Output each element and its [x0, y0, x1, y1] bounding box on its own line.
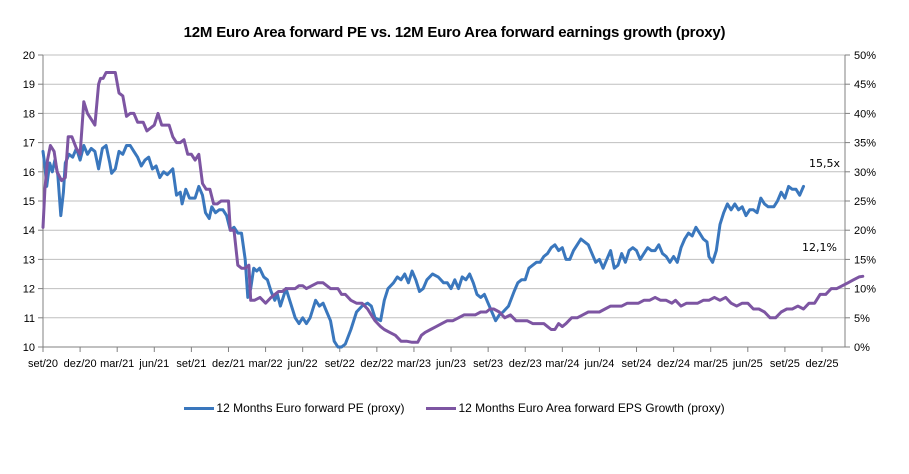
y-right-tick-label: 30% — [854, 167, 876, 179]
y-left-tick-label: 17 — [23, 138, 35, 150]
x-tick-label: mar/22 — [248, 358, 282, 370]
gridlines — [43, 54, 845, 319]
legend-label-eps: 12 Months Euro Area forward EPS Growth (… — [458, 401, 725, 415]
y-right-tick-label: 25% — [854, 196, 876, 208]
legend-label-pe: 12 Months Euro forward PE (proxy) — [216, 401, 405, 415]
annotation-pe-latest: 15,5x — [809, 157, 840, 170]
x-tick-label: set/22 — [325, 358, 355, 370]
y-left-tick-label: 10 — [23, 342, 35, 354]
series-lines — [41, 71, 865, 349]
legend-item-pe[interactable]: 12 Months Euro forward PE (proxy) — [184, 401, 404, 415]
y-left-tick-label: 11 — [24, 313, 35, 325]
series-line-pe — [41, 144, 805, 349]
x-tick-label: mar/25 — [694, 358, 728, 370]
x-tick-label: jun/22 — [287, 358, 318, 370]
y-right-tick-label: 0% — [854, 342, 870, 354]
y-left-tick-label: 15 — [23, 196, 35, 208]
x-tick-label: set/25 — [770, 358, 800, 370]
y-right-tick-label: 20% — [854, 225, 876, 237]
x-tick-label: jun/23 — [435, 358, 466, 370]
x-tick-label: jun/24 — [583, 358, 614, 370]
annotation-eps-latest: 12,1% — [802, 241, 837, 254]
x-tick-label: set/23 — [473, 358, 503, 370]
y-right-tick-label: 10% — [854, 284, 876, 296]
x-tick-label: mar/24 — [545, 358, 579, 370]
legend-item-eps[interactable]: 12 Months Euro Area forward EPS Growth (… — [426, 401, 725, 415]
x-tick-label: set/21 — [176, 358, 206, 370]
y-right-tick-label: 50% — [854, 50, 876, 62]
annotations: 15,5x 12,1% — [802, 157, 840, 254]
y-right-tick-label: 35% — [854, 138, 876, 150]
y-left-tick-label: 13 — [23, 254, 35, 266]
y-left-tick-label: 19 — [23, 79, 35, 91]
y-left-tick-label: 12 — [23, 284, 35, 296]
x-tick-label: dez/23 — [509, 358, 542, 370]
legend: 12 Months Euro forward PE (proxy) 12 Mon… — [0, 401, 909, 415]
y-left-tick-label: 18 — [23, 108, 35, 120]
x-tick-label: set/24 — [622, 358, 652, 370]
y-left-tick-label: 14 — [23, 225, 35, 237]
x-tick-label: dez/24 — [657, 358, 690, 370]
tick-labels: 10 11 12 13 14 15 16 17 18 19 20 0% 5% 10% 15% 20% 25% 30… — [23, 50, 876, 370]
legend-swatch-eps — [426, 406, 457, 410]
y-left-tick-label: 20 — [23, 50, 35, 62]
chart-title: 12M Euro Area forward PE vs. 12M Euro Ar… — [183, 24, 726, 41]
series-line-eps-growth — [41, 71, 865, 344]
x-tick-label: jun/21 — [138, 358, 169, 370]
y-right-tick-label: 5% — [854, 313, 870, 325]
y-left-tick-label: 16 — [23, 167, 35, 179]
x-tick-label: dez/20 — [64, 358, 97, 370]
x-tick-label: dez/25 — [805, 358, 838, 370]
x-tick-label: mar/23 — [397, 358, 431, 370]
x-tick-label: mar/21 — [100, 358, 134, 370]
x-tick-label: dez/22 — [360, 358, 393, 370]
y-right-tick-label: 15% — [854, 254, 876, 266]
y-right-tick-label: 40% — [854, 108, 876, 120]
x-tick-label: dez/21 — [212, 358, 245, 370]
x-tick-label: set/20 — [28, 358, 58, 370]
axes — [38, 54, 850, 352]
y-right-tick-label: 45% — [854, 79, 876, 91]
x-tick-label: jun/25 — [732, 358, 763, 370]
legend-swatch-pe — [184, 406, 215, 410]
